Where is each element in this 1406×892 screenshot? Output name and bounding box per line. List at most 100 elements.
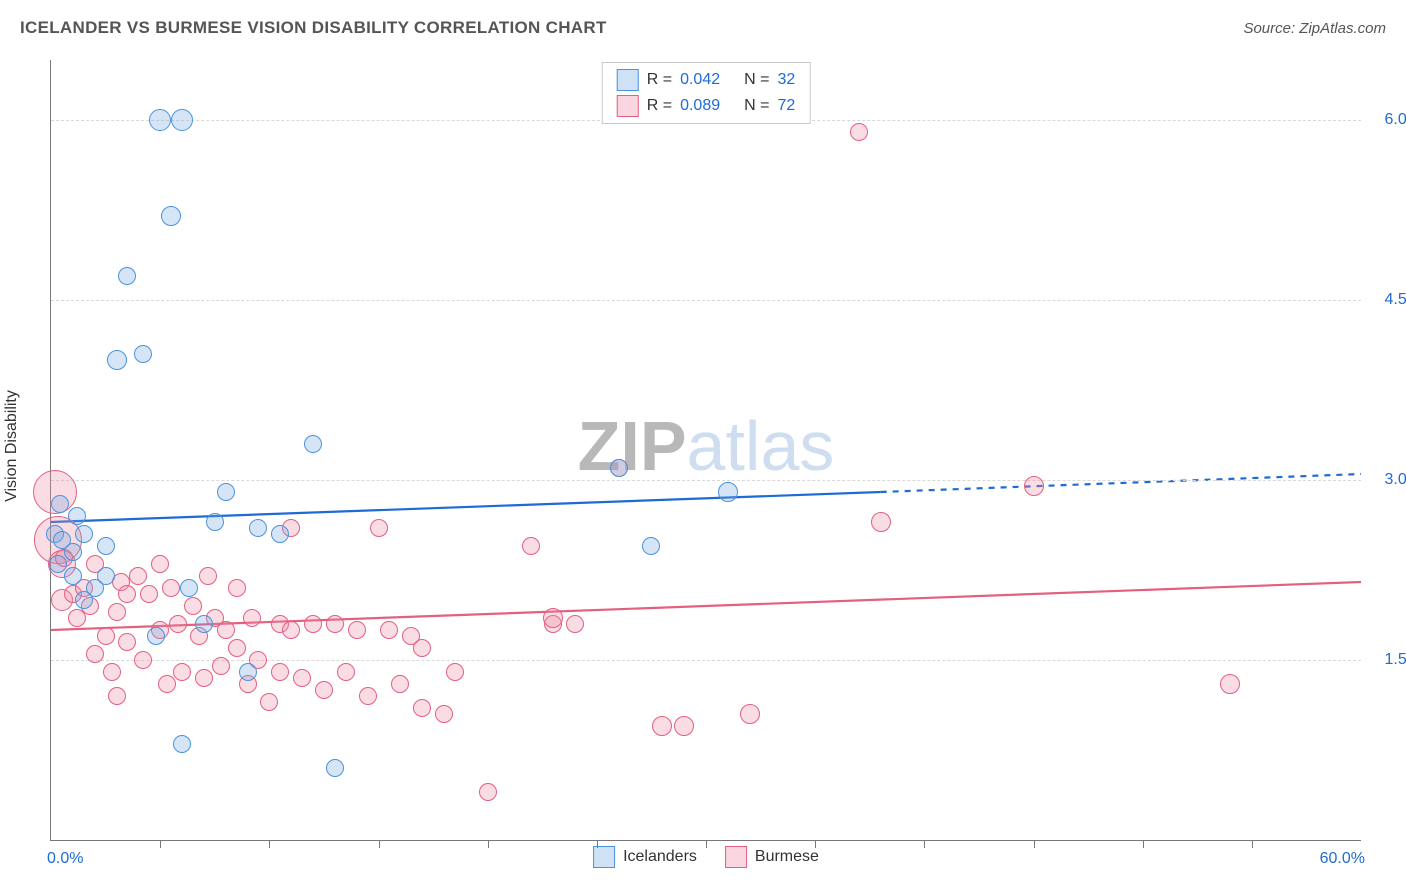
data-point-burmese: [118, 585, 136, 603]
data-point-burmese: [479, 783, 497, 801]
swatch-icon: [617, 95, 639, 117]
legend-item-icelanders: Icelanders: [593, 846, 697, 868]
r-value: 0.089: [680, 97, 720, 115]
r-label: R =: [647, 71, 672, 89]
swatch-icon: [593, 846, 615, 868]
x-tick: [1034, 840, 1035, 848]
data-point-burmese: [282, 621, 300, 639]
y-tick-label: 4.5%: [1371, 291, 1406, 309]
data-point-burmese: [151, 555, 169, 573]
data-point-burmese: [212, 657, 230, 675]
data-point-icelander: [161, 206, 181, 226]
x-tick: [924, 840, 925, 848]
data-point-burmese: [740, 704, 760, 724]
data-point-burmese: [118, 633, 136, 651]
data-point-burmese: [380, 621, 398, 639]
data-point-burmese: [293, 669, 311, 687]
data-point-icelander: [51, 495, 69, 513]
gridline: [51, 300, 1361, 301]
data-point-icelander: [304, 435, 322, 453]
y-tick-label: 1.5%: [1371, 651, 1406, 669]
data-point-burmese: [1024, 476, 1044, 496]
legend-row-burmese: R = 0.089 N = 72: [603, 93, 810, 119]
data-point-burmese: [337, 663, 355, 681]
regression-line-icelanders-extrapolated: [881, 474, 1361, 492]
data-point-icelander: [171, 109, 193, 131]
data-point-burmese: [413, 639, 431, 657]
y-axis-label: Vision Disability: [3, 390, 21, 502]
data-point-icelander: [147, 627, 165, 645]
x-tick: [379, 840, 380, 848]
x-axis-end-label: 60.0%: [1320, 850, 1365, 868]
r-value: 0.042: [680, 71, 720, 89]
data-point-burmese: [522, 537, 540, 555]
data-point-icelander: [610, 459, 628, 477]
chart-header: ICELANDER VS BURMESE VISION DISABILITY C…: [20, 18, 1386, 38]
data-point-burmese: [1220, 674, 1240, 694]
n-value: 32: [777, 71, 795, 89]
x-tick: [1252, 840, 1253, 848]
gridline: [51, 480, 1361, 481]
data-point-icelander: [97, 537, 115, 555]
data-point-burmese: [359, 687, 377, 705]
legend-label: Burmese: [755, 848, 819, 866]
correlation-legend: R = 0.042 N = 32 R = 0.089 N = 72: [602, 62, 811, 124]
data-point-burmese: [370, 519, 388, 537]
source-attribution: Source: ZipAtlas.com: [1243, 20, 1386, 37]
data-point-icelander: [64, 543, 82, 561]
data-point-icelander: [180, 579, 198, 597]
data-point-icelander: [68, 507, 86, 525]
data-point-burmese: [543, 608, 563, 628]
data-point-burmese: [413, 699, 431, 717]
y-tick-label: 6.0%: [1371, 111, 1406, 129]
data-point-burmese: [86, 645, 104, 663]
chart-title: ICELANDER VS BURMESE VISION DISABILITY C…: [20, 18, 607, 38]
data-point-burmese: [108, 603, 126, 621]
data-point-icelander: [64, 567, 82, 585]
x-tick: [488, 840, 489, 848]
data-point-burmese: [129, 567, 147, 585]
scatter-plot-area: ZIPatlas R = 0.042 N = 32 R = 0.089 N = …: [50, 60, 1361, 841]
data-point-icelander: [642, 537, 660, 555]
data-point-burmese: [158, 675, 176, 693]
data-point-icelander: [239, 663, 257, 681]
data-point-icelander: [134, 345, 152, 363]
series-legend: Icelanders Burmese: [593, 846, 819, 868]
data-point-burmese: [199, 567, 217, 585]
data-point-burmese: [217, 621, 235, 639]
data-point-burmese: [304, 615, 322, 633]
data-point-icelander: [217, 483, 235, 501]
swatch-icon: [725, 846, 747, 868]
data-point-burmese: [162, 579, 180, 597]
data-point-icelander: [149, 109, 171, 131]
data-point-burmese: [108, 687, 126, 705]
data-point-burmese: [97, 627, 115, 645]
data-point-icelander: [249, 519, 267, 537]
legend-item-burmese: Burmese: [725, 846, 819, 868]
regression-lines: [51, 60, 1361, 840]
data-point-burmese: [140, 585, 158, 603]
gridline: [51, 660, 1361, 661]
data-point-burmese: [566, 615, 584, 633]
data-point-burmese: [195, 669, 213, 687]
data-point-icelander: [206, 513, 224, 531]
data-point-icelander: [97, 567, 115, 585]
x-tick: [815, 840, 816, 848]
legend-row-icelanders: R = 0.042 N = 32: [603, 67, 810, 93]
data-point-burmese: [173, 663, 191, 681]
data-point-burmese: [871, 512, 891, 532]
x-axis-start-label: 0.0%: [47, 850, 83, 868]
n-value: 72: [777, 97, 795, 115]
n-label: N =: [744, 71, 769, 89]
x-tick: [706, 840, 707, 848]
y-tick-label: 3.0%: [1371, 471, 1406, 489]
swatch-icon: [617, 69, 639, 91]
data-point-icelander: [271, 525, 289, 543]
data-point-burmese: [315, 681, 333, 699]
data-point-icelander: [75, 525, 93, 543]
data-point-burmese: [435, 705, 453, 723]
data-point-burmese: [348, 621, 366, 639]
data-point-burmese: [446, 663, 464, 681]
regression-line-icelanders: [51, 492, 881, 522]
data-point-burmese: [184, 597, 202, 615]
